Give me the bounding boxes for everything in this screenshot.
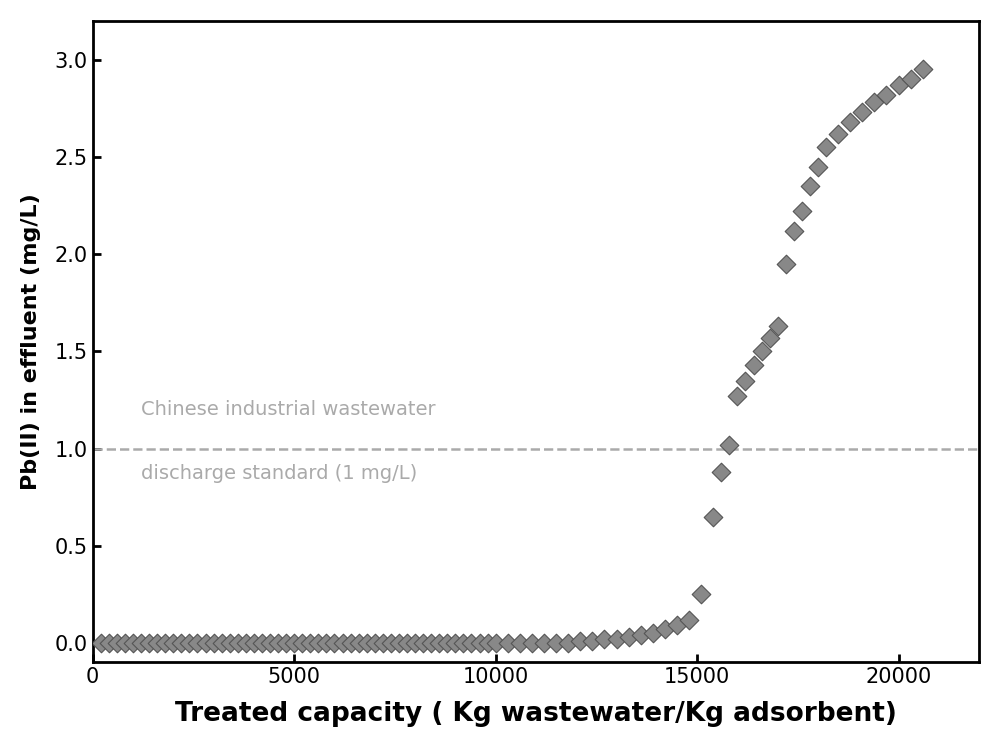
Point	[302, 637, 318, 649]
Point	[524, 637, 540, 649]
Point	[173, 637, 189, 649]
Point	[721, 438, 737, 450]
Point	[294, 637, 310, 649]
Point	[472, 637, 488, 649]
Point	[206, 637, 222, 649]
Point	[754, 346, 770, 358]
Point	[915, 64, 931, 76]
Point	[463, 637, 479, 649]
Point	[278, 637, 294, 649]
Point	[536, 637, 552, 649]
Point	[854, 106, 870, 118]
Point	[310, 637, 326, 649]
Point	[657, 623, 673, 635]
Point	[786, 225, 802, 237]
Point	[383, 637, 399, 649]
Point	[246, 637, 262, 649]
Point	[746, 359, 762, 371]
Point	[713, 466, 729, 478]
Point	[439, 637, 455, 649]
Point	[189, 637, 205, 649]
Point	[270, 637, 286, 649]
Point	[109, 637, 125, 649]
Point	[343, 637, 359, 649]
Point	[778, 258, 794, 270]
Point	[238, 637, 254, 649]
Point	[181, 637, 197, 649]
Point	[794, 206, 810, 218]
Point	[359, 637, 375, 649]
Y-axis label: Pb(II) in effluent (mg/L): Pb(II) in effluent (mg/L)	[21, 193, 41, 490]
Point	[447, 637, 463, 649]
Point	[149, 637, 165, 649]
Point	[125, 637, 141, 649]
Point	[866, 96, 882, 108]
Point	[633, 629, 649, 641]
Point	[705, 511, 721, 523]
Point	[286, 637, 302, 649]
Point	[367, 637, 383, 649]
Point	[423, 637, 439, 649]
Point	[262, 637, 278, 649]
Point	[802, 180, 818, 192]
Point	[415, 637, 431, 649]
Point	[645, 628, 661, 640]
Point	[318, 637, 334, 649]
Point	[117, 637, 133, 649]
Point	[842, 116, 858, 128]
Point	[770, 320, 786, 332]
Point	[133, 637, 149, 649]
Point	[391, 637, 407, 649]
Point	[455, 637, 471, 649]
Point	[407, 637, 423, 649]
Point	[669, 619, 685, 631]
Point	[141, 637, 157, 649]
Point	[480, 637, 496, 649]
Point	[488, 637, 504, 649]
Point	[399, 637, 415, 649]
Point	[230, 637, 246, 649]
Point	[335, 637, 351, 649]
Point	[729, 390, 745, 402]
X-axis label: Treated capacity ( Kg wastewater/Kg adsorbent): Treated capacity ( Kg wastewater/Kg adso…	[175, 701, 897, 727]
Point	[830, 128, 846, 140]
Point	[572, 635, 588, 647]
Point	[584, 635, 600, 647]
Point	[681, 613, 697, 625]
Point	[560, 637, 576, 649]
Point	[810, 161, 826, 173]
Point	[326, 637, 342, 649]
Point	[222, 637, 238, 649]
Point	[512, 637, 528, 649]
Point	[818, 141, 834, 153]
Point	[548, 637, 564, 649]
Point	[157, 637, 173, 649]
Point	[891, 79, 907, 91]
Point	[165, 637, 181, 649]
Text: Chinese industrial wastewater: Chinese industrial wastewater	[141, 400, 436, 420]
Point	[198, 637, 214, 649]
Point	[693, 589, 709, 601]
Text: discharge standard (1 mg/L): discharge standard (1 mg/L)	[141, 464, 417, 483]
Point	[93, 637, 109, 649]
Point	[431, 637, 447, 649]
Point	[351, 637, 367, 649]
Point	[101, 637, 117, 649]
Point	[903, 73, 919, 85]
Point	[596, 633, 612, 645]
Point	[375, 637, 391, 649]
Point	[254, 637, 270, 649]
Point	[609, 633, 625, 645]
Point	[500, 637, 516, 649]
Point	[762, 332, 778, 344]
Point	[878, 89, 894, 101]
Point	[737, 375, 753, 387]
Point	[214, 637, 230, 649]
Point	[621, 631, 637, 643]
